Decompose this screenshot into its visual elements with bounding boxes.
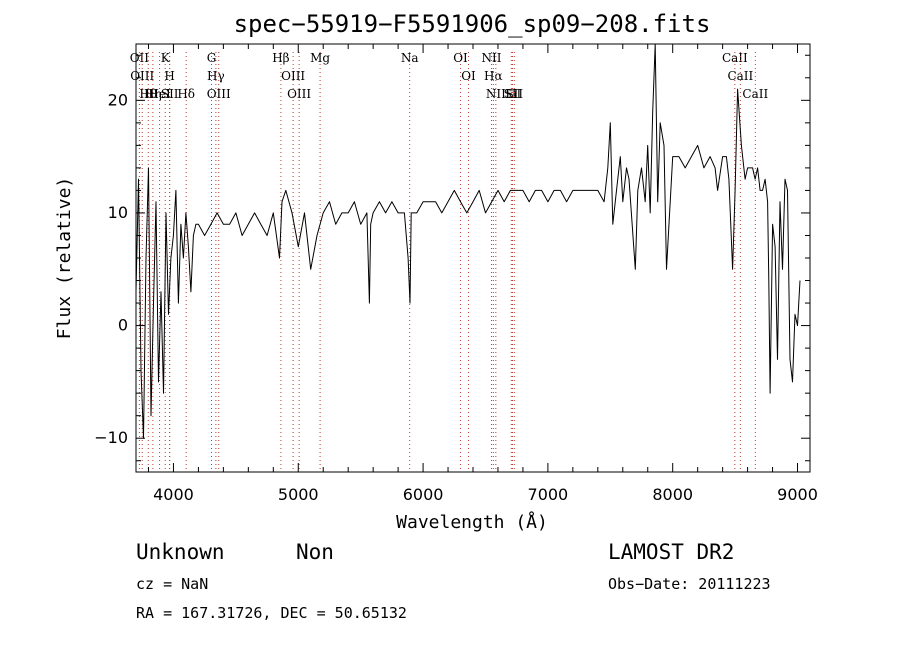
line-label-12: Hβ [272, 51, 289, 65]
line-label-9: G [207, 51, 217, 65]
coordinates-text: RA = 167.31726, DEC = 50.65132 [136, 604, 407, 622]
x-tick-label-3: 7000 [528, 485, 569, 504]
obs-date: Obs−Date: 20111223 [608, 575, 771, 593]
line-markers: OIIOIIIHθHηHeIKHSIIHδGHγOIIIHβOIIIOIIIMg… [130, 51, 768, 472]
line-label-20: Hα [484, 69, 503, 83]
line-label-17: OI [453, 51, 468, 65]
axis-ticks: 4000 5000 6000 7000 8000 9000 −10 0 10 20 [94, 44, 818, 504]
line-label-8: Hδ [177, 87, 195, 101]
line-label-25: CaII [722, 51, 748, 65]
x-tick-label-0: 4000 [153, 485, 194, 504]
line-label-24: SII [505, 87, 523, 101]
line-label-11: OIII [207, 87, 231, 101]
plot-frame [135, 43, 811, 473]
line-label-13: OIII [281, 69, 305, 83]
line-label-10: Hγ [207, 69, 225, 83]
spectral-class: Unknown [136, 540, 225, 564]
x-tick-label-4: 8000 [652, 485, 693, 504]
line-label-1: OIII [130, 69, 154, 83]
line-label-18: OI [461, 69, 476, 83]
line-label-2: Hθ [139, 87, 157, 101]
line-label-15: Mg [310, 51, 330, 65]
x-tick-label-2: 6000 [403, 485, 444, 504]
line-label-5: K [161, 51, 171, 65]
y-tick-label-0: −10 [94, 428, 128, 447]
series-group [135, 43, 801, 439]
spectral-subclass: Non [296, 540, 334, 564]
y-axis-label: Flux (relative) [54, 177, 75, 340]
line-label-16: Na [401, 51, 419, 65]
line-label-26: CaII [727, 69, 753, 83]
y-tick-label-1: 0 [118, 316, 128, 335]
y-tick-label-3: 20 [108, 90, 128, 109]
series-line-0 [135, 43, 801, 439]
line-label-4: HeI [148, 87, 171, 101]
line-label-27: CaII [742, 87, 768, 101]
line-label-7: SII [161, 87, 179, 101]
line-label-22: Li [505, 87, 517, 101]
x-tick-label-1: 5000 [278, 485, 319, 504]
y-tick-label-2: 10 [108, 203, 128, 222]
line-label-0: OII [130, 51, 150, 65]
line-label-23: SII [504, 87, 522, 101]
line-label-3: Hη [144, 87, 162, 101]
survey-name: LAMOST DR2 [608, 540, 735, 564]
x-tick-label-5: 9000 [777, 485, 818, 504]
line-label-21: NII [486, 87, 506, 101]
chart-title: spec−55919−F5591906_sp09−208.fits [234, 10, 711, 38]
redshift-text: cz = NaN [136, 575, 209, 593]
line-label-14: OIII [287, 87, 311, 101]
line-label-19: NII [481, 51, 501, 65]
x-axis-label: Wavelength (Å) [396, 511, 548, 533]
